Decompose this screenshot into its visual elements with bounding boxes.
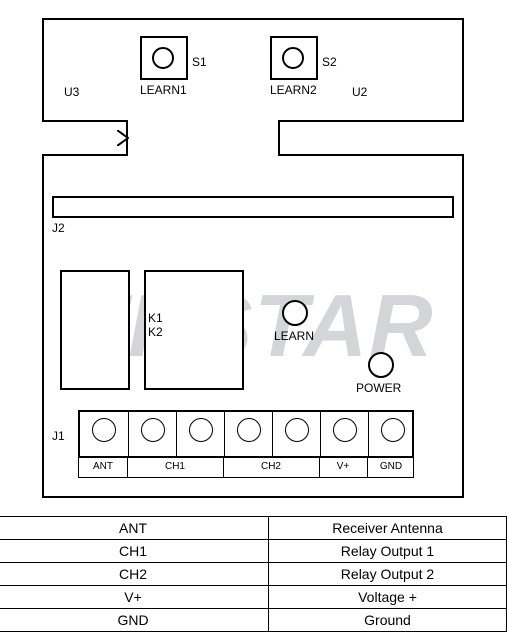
cell: CH1 [0, 540, 269, 563]
j1-pin-ant: ANT [79, 458, 128, 477]
u3-label: U3 [64, 86, 79, 100]
s1-label: S1 [192, 56, 207, 70]
j1-label: J1 [52, 430, 65, 444]
s1-button-icon [152, 47, 174, 69]
cell: Ground [269, 609, 507, 632]
j1-label-strip: ANT CH1 CH2 V+ GND [78, 458, 414, 478]
k2-label: K2 [148, 326, 163, 340]
legend-table: ANTReceiver Antenna CH1Relay Output 1 CH… [0, 516, 507, 632]
power-led-icon [368, 352, 394, 378]
cell: Relay Output 2 [269, 563, 507, 586]
k1-label: K1 [148, 312, 163, 326]
k-box-1 [60, 270, 130, 390]
cell: Voltage + [269, 586, 507, 609]
j1-terminal-block [78, 410, 414, 458]
table-row: CH1Relay Output 1 [0, 540, 507, 563]
cell: Relay Output 1 [269, 540, 507, 563]
j1-pin-ch2: CH2 [223, 458, 320, 477]
cell: ANT [0, 517, 269, 540]
power-led-label: POWER [356, 382, 401, 396]
u2-box [278, 120, 464, 156]
page: TKSTAR S1 LEARN1 S2 LEARN2 U3 U2 J2 K1 K… [0, 0, 507, 640]
u3-notch-icon [117, 130, 129, 146]
s2-label: S2 [322, 56, 337, 70]
table-row: ANTReceiver Antenna [0, 517, 507, 540]
j1-pin-gnd: GND [367, 458, 415, 477]
j2-label: J2 [52, 222, 65, 236]
j2-box [52, 196, 454, 218]
learn-led-icon [282, 300, 308, 326]
s2-learn-label: LEARN2 [270, 84, 317, 98]
u2-label: U2 [352, 86, 367, 100]
cell: GND [0, 609, 269, 632]
cell: CH2 [0, 563, 269, 586]
cell: V+ [0, 586, 269, 609]
j1-pin-vplus: V+ [319, 458, 368, 477]
cell: Receiver Antenna [269, 517, 507, 540]
table-row: GNDGround [0, 609, 507, 632]
s2-button-icon [282, 47, 304, 69]
table-row: CH2Relay Output 2 [0, 563, 507, 586]
s1-learn-label: LEARN1 [140, 84, 187, 98]
u3-box [42, 120, 128, 156]
learn-led-label: LEARN [274, 330, 314, 344]
table-row: V+Voltage + [0, 586, 507, 609]
j1-pin-ch1: CH1 [127, 458, 224, 477]
